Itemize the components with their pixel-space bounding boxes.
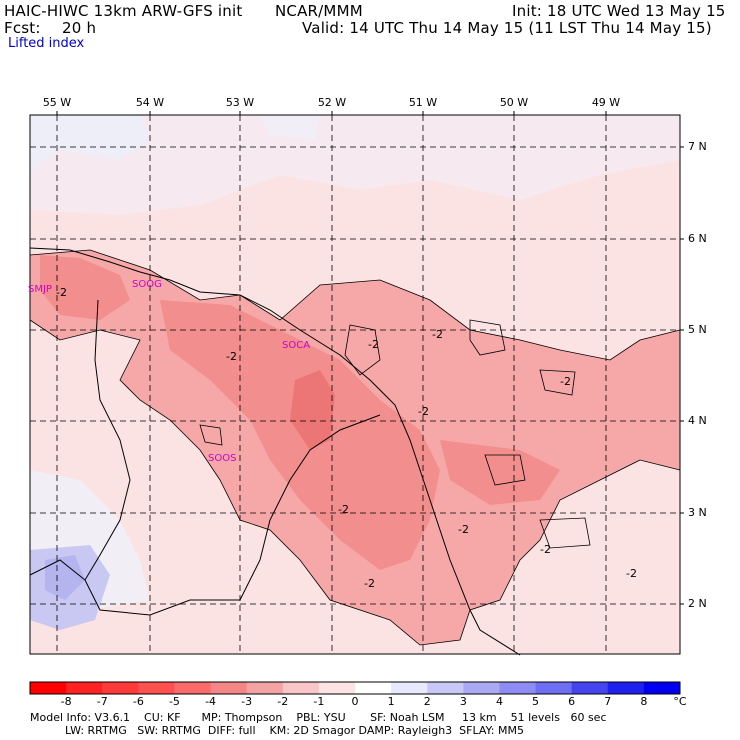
lon-label: 50 W xyxy=(499,96,529,109)
lat-label: 2 N xyxy=(688,597,707,610)
colorbar-swatch xyxy=(318,682,356,694)
colorbar-swatch xyxy=(246,682,284,694)
contour-label: -2 xyxy=(560,375,571,388)
lon-label: 51 W xyxy=(408,96,438,109)
lat-label: 3 N xyxy=(688,506,707,519)
colorbar-swatch xyxy=(138,682,175,694)
station-label: SOOG xyxy=(132,279,162,290)
fcst-label: Fcst: xyxy=(4,19,41,37)
colorbar-swatch xyxy=(427,682,464,694)
valid-time: Valid: 14 UTC Thu 14 May 15 (11 LST Thu … xyxy=(302,19,712,37)
model-info-line2: LW: RRTMG SW: RRTMG DIFF: full KM: 2D Sm… xyxy=(30,724,524,737)
colorbar-tick-label: 2 xyxy=(423,695,431,708)
southwest-blue-core xyxy=(45,555,85,600)
northwest-blue-patch xyxy=(30,115,150,170)
colorbar-swatch xyxy=(643,682,681,694)
colorbar-swatch xyxy=(463,682,500,694)
colorbar-swatch xyxy=(210,682,248,694)
colorbar-tick-label: 8 xyxy=(640,695,648,708)
colorbar-swatch xyxy=(607,682,645,694)
org-label: NCAR/MMM xyxy=(275,2,363,20)
lat-lon-grid xyxy=(30,115,680,654)
contour-label: -2 xyxy=(226,350,237,363)
east-minus3-area xyxy=(440,440,560,505)
colorbar-swatch xyxy=(499,682,537,694)
colorbar-frame xyxy=(29,681,681,695)
contour-label: -2 xyxy=(432,328,443,341)
station-label: SMJP xyxy=(28,284,52,295)
axis-ticks xyxy=(56,111,684,605)
lat-label: 6 N xyxy=(688,232,707,245)
lifted-index-minus4-core xyxy=(290,370,335,450)
contour-lines xyxy=(29,249,681,646)
contour-label: -2 xyxy=(418,405,429,418)
contour-label: -2 xyxy=(540,543,551,556)
colorbar-tick-label: -7 xyxy=(96,695,108,708)
colorbar-swatch xyxy=(571,682,609,694)
lon-label: 54 W xyxy=(135,96,165,109)
field-name: Lifted index xyxy=(8,36,85,51)
colorbar-tick-label: -1 xyxy=(313,695,325,708)
west-minus3-area xyxy=(40,255,130,320)
colorbar-tick-label: -5 xyxy=(168,695,180,708)
colorbar-swatch xyxy=(391,682,428,694)
colorbar-swatch xyxy=(535,682,573,694)
lat-label: 4 N xyxy=(688,414,707,427)
colorbar-tick-label: -2 xyxy=(277,695,289,708)
colorbar xyxy=(29,681,681,695)
colorbar-tick-label: 5 xyxy=(532,695,540,708)
contour-label: -2 xyxy=(56,286,67,299)
model-title: HAIC-HIWC 13km ARW-GFS init xyxy=(4,2,243,20)
north-light-area xyxy=(30,115,680,215)
colorbar-swatch xyxy=(174,682,212,694)
colorbar-tick-label: 4 xyxy=(495,695,503,708)
colorbar-swatch xyxy=(30,682,67,694)
init-time: Init: 18 UTC Wed 13 May 15 xyxy=(512,2,726,20)
contour-label: -2 xyxy=(626,567,637,580)
lat-label: 5 N xyxy=(688,323,707,336)
contour-label: -2 xyxy=(338,503,349,516)
station-label: SOCA xyxy=(282,340,311,351)
colorbar-tick-label: -3 xyxy=(241,695,253,708)
model-info-line1: Model Info: V3.6.1 CU: KF MP: Thompson P… xyxy=(30,711,607,724)
lat-label: 7 N xyxy=(688,140,707,153)
colorbar-tick-label: 6 xyxy=(568,695,576,708)
colorbar-swatch xyxy=(282,682,320,694)
colorbar-tick-label: 1 xyxy=(387,695,395,708)
colorbar-tick-label: -6 xyxy=(132,695,144,708)
lon-label: 55 W xyxy=(42,96,72,109)
colorbar-tick-label: -8 xyxy=(60,695,72,708)
colorbar-tick-label: 0 xyxy=(351,695,359,708)
lon-label: 49 W xyxy=(591,96,621,109)
coastline-borders xyxy=(29,247,521,656)
station-label: SOOS xyxy=(208,453,237,464)
contour-label: -2 xyxy=(364,577,375,590)
lon-label: 53 W xyxy=(225,96,255,109)
fcst-value: 20 h xyxy=(62,19,97,37)
colorbar-tick-label: 3 xyxy=(459,695,467,708)
colorbar-swatch xyxy=(66,682,103,694)
colorbar-unit: °C xyxy=(673,695,687,708)
contour-label: -2 xyxy=(368,338,379,351)
map-frame xyxy=(29,114,681,655)
colorbar-swatch xyxy=(355,682,392,694)
north-blue-patch xyxy=(260,115,320,140)
lon-label: 52 W xyxy=(317,96,347,109)
colorbar-tick-label: -4 xyxy=(205,695,217,708)
contour-label: -2 xyxy=(458,523,469,536)
colorbar-tick-label: 7 xyxy=(604,695,612,708)
colorbar-swatch xyxy=(102,682,139,694)
